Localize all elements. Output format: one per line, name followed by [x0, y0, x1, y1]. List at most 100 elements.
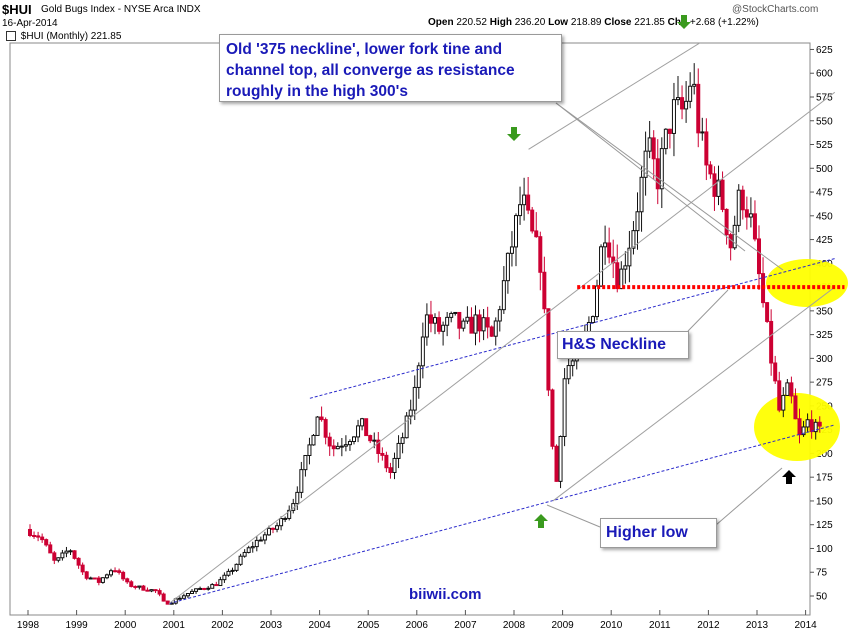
candle-body: [554, 445, 559, 482]
candle-body: [599, 246, 604, 287]
y-tick-label: 575: [816, 92, 833, 103]
y-tick-label: 175: [816, 473, 833, 484]
y-tick-label: 425: [816, 235, 833, 246]
candle-body: [295, 491, 300, 505]
candle-body: [194, 588, 199, 592]
candle-body: [299, 469, 304, 493]
candle-body: [566, 365, 571, 380]
candle-body: [724, 208, 729, 236]
candle-body: [607, 242, 612, 258]
candle-body: [226, 570, 231, 576]
candle-body: [801, 426, 806, 436]
candle-body: [481, 317, 486, 332]
x-tick-label: 2004: [308, 620, 331, 631]
candle-body: [445, 316, 450, 326]
candle-body: [315, 416, 320, 436]
x-tick-label: 2012: [697, 620, 720, 631]
low-2008-arrow-icon: [534, 514, 548, 528]
candle-body: [590, 316, 595, 324]
candle-body: [635, 211, 640, 232]
candle-body: [740, 189, 745, 211]
candle-body: [230, 569, 235, 572]
candle-body: [88, 577, 93, 580]
candle-body: [271, 527, 275, 530]
candle-body: [36, 535, 41, 538]
open-label: Open: [428, 17, 454, 28]
y-tick-label: 275: [816, 378, 833, 389]
chg-label: Chg: [667, 17, 688, 28]
x-tick-label: 2009: [551, 620, 574, 631]
candle-body: [793, 395, 798, 420]
higher-low-callout-text: Higher low: [606, 524, 688, 541]
y-tick-label: 600: [816, 69, 833, 80]
high-value: 236.20: [514, 17, 546, 28]
candle-body: [550, 389, 555, 447]
candle-body: [817, 421, 822, 427]
candle-body: [165, 600, 170, 605]
candle-body: [643, 150, 648, 178]
candle-body: [339, 445, 344, 448]
candle-body: [121, 571, 126, 580]
candle-body: [368, 435, 373, 442]
y-tick-label: 475: [816, 188, 833, 199]
candle-body: [696, 83, 701, 134]
resistance-leader-2: [555, 102, 784, 271]
candle-body: [76, 557, 81, 566]
candle-body: [437, 317, 442, 332]
candle-body: [161, 593, 166, 602]
candle-body: [258, 539, 263, 542]
candle-body: [246, 547, 251, 553]
candle-body: [736, 189, 741, 226]
y-tick-label: 550: [816, 116, 833, 127]
neckline-leader: [687, 289, 729, 332]
candle-body: [680, 97, 685, 110]
candle-body: [145, 589, 150, 592]
candle-body: [52, 552, 57, 561]
y-tick-label: 450: [816, 211, 833, 222]
y-tick-label: 525: [816, 140, 833, 151]
candle-body: [684, 100, 689, 110]
candle-body: [254, 539, 259, 548]
y-tick-label: 200: [816, 449, 833, 460]
candle-body: [428, 314, 433, 324]
candle-body: [688, 85, 693, 102]
x-tick-label: 2005: [357, 620, 380, 631]
y-tick-label: 625: [816, 45, 833, 56]
candle-body: [266, 527, 271, 536]
candle-body: [505, 252, 510, 282]
x-tick-label: 2013: [746, 620, 769, 631]
candle-body: [250, 546, 255, 549]
y-tick-label: 300: [816, 354, 833, 365]
candle-body: [615, 262, 620, 290]
candle-body: [558, 435, 563, 482]
x-tick-label: 1998: [17, 620, 40, 631]
higher-low-callout: Higher low: [600, 518, 717, 548]
candle-body: [777, 380, 782, 411]
candle-body: [275, 525, 280, 530]
x-tick-label: 2007: [454, 620, 477, 631]
copyright: @StockCharts.com: [732, 4, 819, 15]
candle-body: [343, 444, 348, 447]
y-tick-label: 125: [816, 520, 833, 531]
y-tick-label: 350: [816, 306, 833, 317]
trend-line-channel-top: [309, 258, 835, 399]
candle-body: [603, 242, 608, 248]
candle-body: [84, 571, 89, 579]
candle-body: [352, 436, 356, 442]
candle-body: [64, 550, 69, 554]
close-value: 221.85: [634, 17, 665, 28]
candle-body: [214, 584, 219, 587]
x-tick-label: 2002: [211, 620, 234, 631]
candle-body: [133, 585, 138, 588]
support-highlight: [754, 393, 840, 461]
candle-body: [56, 557, 61, 561]
legend-swatch-icon: [6, 31, 16, 42]
candle-body: [185, 593, 190, 597]
neckline-callout-text: H&S Neckline: [562, 336, 667, 353]
candle-body: [457, 311, 462, 329]
candle-body: [234, 563, 239, 571]
neckline-callout: H&S Neckline: [557, 331, 689, 359]
resistance-highlight: [766, 259, 848, 307]
candle-body: [497, 309, 502, 322]
ohlc-readout: Open 220.52 High 236.20 Low 218.89 Close…: [428, 17, 759, 28]
